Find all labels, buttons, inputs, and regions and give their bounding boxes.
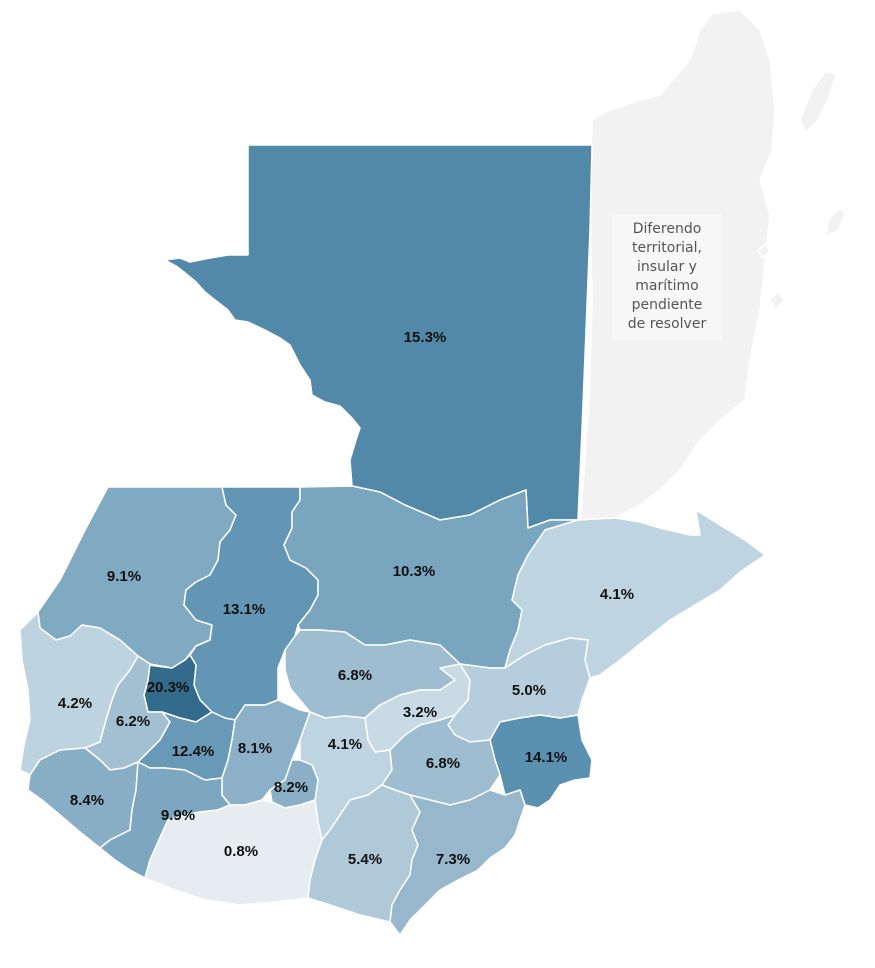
region-izabal: [504, 509, 766, 679]
region-escuintla: [144, 799, 323, 906]
region-jutiapa: [389, 789, 526, 936]
label-santa-rosa: 5.4%: [348, 851, 382, 868]
note-line: Diferendo: [632, 221, 702, 237]
label-jutiapa: 7.3%: [436, 851, 470, 868]
label-alta-verapaz: 10.3%: [393, 563, 436, 580]
label-el-progreso: 3.2%: [403, 704, 437, 721]
label-solola: 12.4%: [172, 743, 215, 760]
label-chimaltenango: 8.1%: [238, 740, 272, 757]
note-line: de resolver: [627, 316, 707, 332]
note-line: insular y: [637, 259, 697, 275]
label-baja-verapaz: 6.8%: [338, 667, 372, 684]
label-suchitepequez: 9.9%: [161, 807, 195, 824]
label-quiche: 13.1%: [223, 601, 266, 618]
label-san-marcos: 4.2%: [58, 695, 92, 712]
note-line: marítimo: [635, 278, 699, 294]
disputed-territory-note: Diferendo territorial, insular y marítim…: [612, 214, 722, 340]
label-huehuetenango: 9.1%: [107, 568, 141, 585]
label-izabal: 4.1%: [600, 586, 634, 603]
note-line: pendiente: [631, 297, 703, 313]
note-line: territorial,: [632, 240, 702, 256]
label-retalhuleu: 8.4%: [70, 792, 104, 809]
label-peten: 15.3%: [404, 329, 447, 346]
value-labels: 15.3% 9.1% 13.1% 10.3% 4.1% 4.2% 20.3% 6…: [58, 329, 634, 868]
label-totonicapan: 20.3%: [147, 679, 190, 696]
label-quetzaltenango: 6.2%: [116, 713, 150, 730]
label-sacatepequez: 8.2%: [274, 779, 308, 796]
label-jalapa: 6.8%: [426, 755, 460, 772]
label-chiquimula: 14.1%: [525, 749, 568, 766]
label-escuintla: 0.8%: [224, 843, 258, 860]
label-guatemala: 4.1%: [328, 736, 362, 753]
region-chimaltenango: [221, 699, 311, 806]
departments: [19, 144, 766, 936]
label-zacapa: 5.0%: [512, 682, 546, 699]
region-peten: [164, 144, 593, 529]
